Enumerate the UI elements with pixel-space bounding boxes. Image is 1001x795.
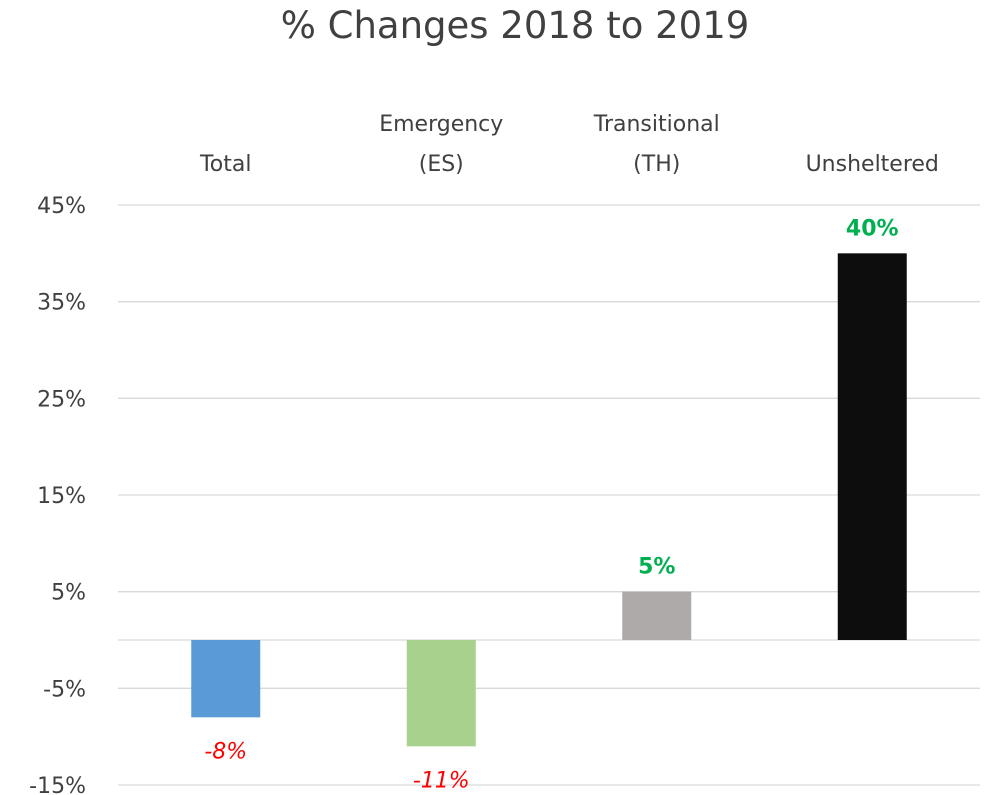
bars — [191, 253, 907, 747]
category-labels: Total Emergency (ES) Transitional (TH) Unshel… — [199, 112, 939, 177]
bar — [406, 640, 476, 747]
y-axis-tick-labels: 45% 35% 25% 15% 5% -5% -15% — [29, 194, 86, 795]
y-tick-label: 45% — [37, 194, 86, 219]
y-tick-label: -5% — [43, 677, 86, 702]
y-tick-label: 35% — [37, 291, 86, 316]
y-tick-label: 25% — [37, 387, 86, 412]
category-label: (ES) — [419, 152, 464, 177]
data-label: 5% — [638, 555, 675, 580]
bar — [622, 591, 692, 640]
category-label: (TH) — [633, 152, 680, 177]
category-label: Transitional — [593, 112, 720, 137]
y-tick-label: -15% — [29, 774, 86, 795]
data-labels: -8% -11% 5% 40% — [204, 216, 898, 793]
data-label: -11% — [413, 768, 470, 793]
chart-title: % Changes 2018 to 2019 — [281, 4, 750, 47]
data-label: 40% — [846, 216, 899, 241]
data-label: -8% — [204, 739, 247, 764]
bar — [191, 640, 261, 718]
category-label: Unsheltered — [806, 152, 939, 177]
gridlines — [118, 204, 980, 786]
y-tick-label: 5% — [51, 581, 86, 606]
bar — [837, 253, 907, 641]
y-tick-label: 15% — [37, 484, 86, 509]
category-label: Total — [199, 152, 251, 177]
category-label: Emergency — [379, 112, 503, 137]
